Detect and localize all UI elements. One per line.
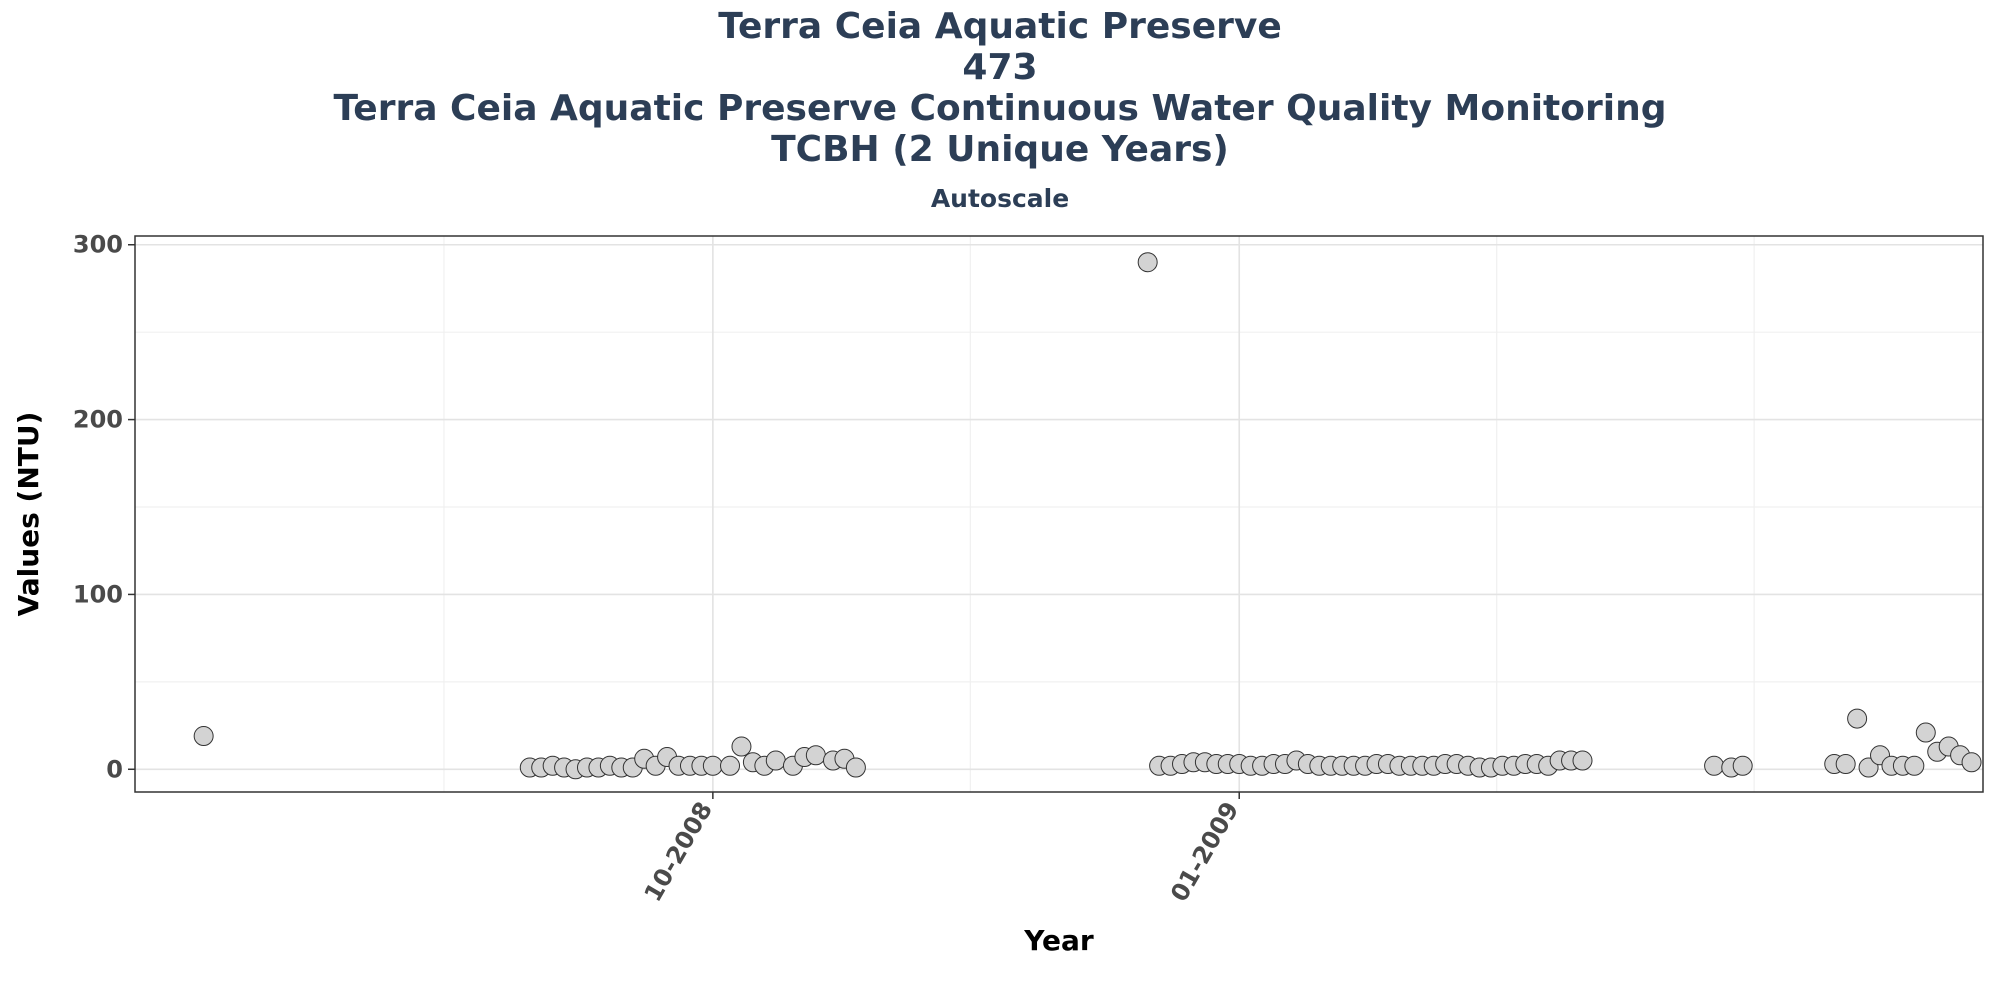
data-point [731,736,752,757]
data-point [1915,722,1936,743]
chart-title-line-3: Terra Ceia Aquatic Preserve Continuous W… [333,88,1667,129]
data-point [1572,750,1593,771]
data-point [765,750,786,771]
data-point [193,726,214,747]
chart-title-line-2: 473 [962,47,1038,88]
data-point [1858,757,1879,778]
plot-frame [134,235,1984,793]
chart-titles: Terra Ceia Aquatic Preserve 473 Terra Ce… [0,6,2000,214]
data-point [805,745,826,766]
data-point [845,757,866,778]
points-layer [193,252,1982,780]
y-tick-label: 300 [73,231,123,259]
grid-layer [135,236,1983,792]
data-point [702,755,723,776]
chart-title-line-4: TCBH (2 Unique Years) [771,129,1229,170]
data-point [720,755,741,776]
x-tick-label: 10-2008 [639,797,718,906]
chart-title-line-1: Terra Ceia Aquatic Preserve [718,6,1282,47]
data-point [1847,708,1868,729]
data-point [1704,755,1725,776]
y-tick-label: 100 [73,580,123,608]
y-tick-label: 200 [73,406,123,434]
data-point [1137,252,1158,273]
x-axis-title: Year [1023,924,1094,957]
data-point [1904,755,1925,776]
data-point [1961,752,1982,773]
y-tick-label: 0 [106,755,123,783]
y-axis-title: Values (NTU) [12,412,45,617]
chart-subtitle: Autoscale [930,184,1070,213]
data-point [1835,754,1856,775]
data-point [1732,755,1753,776]
x-tick-label: 01-2009 [1165,797,1244,906]
